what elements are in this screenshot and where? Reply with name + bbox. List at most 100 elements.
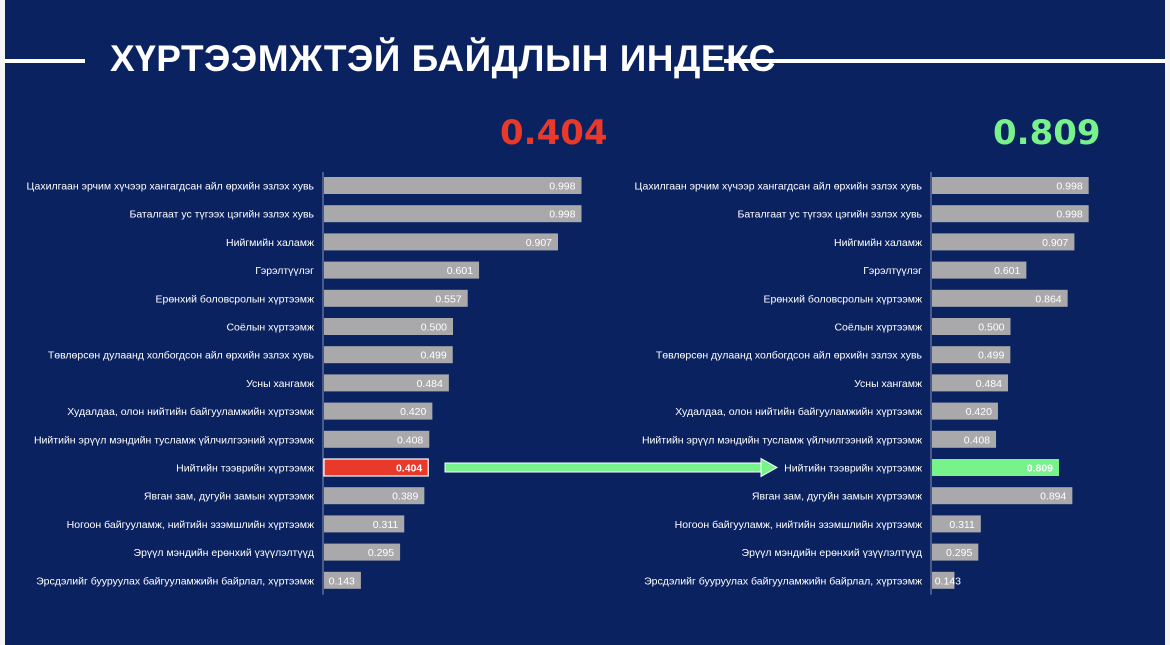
left-bar bbox=[324, 318, 453, 335]
slide: ХҮРТЭЭМЖТЭЙ БАЙДЛЫН ИНДЕКС 0.404 0.809 Ц… bbox=[5, 0, 1165, 645]
right-category-label: Гэрэлтүүлэг bbox=[863, 265, 922, 277]
right-category-label: Худалдаа, олон нийтийн байгууламжийн хүр… bbox=[675, 406, 922, 418]
right-category-label: Нийгмийн халамж bbox=[834, 237, 922, 249]
right-category-label: Эрүүл мэндийн ерөнхий үзүүлэлтүүд bbox=[742, 547, 922, 559]
right-bar bbox=[932, 487, 1073, 505]
title-rule-right bbox=[724, 59, 1165, 63]
left-value-label: 0.500 bbox=[421, 322, 447, 334]
right-value-label: 0.499 bbox=[978, 350, 1004, 362]
left-bar bbox=[324, 289, 468, 307]
left-value-label: 0.295 bbox=[368, 547, 394, 559]
left-bar bbox=[324, 205, 582, 223]
left-value-label: 0.601 bbox=[447, 265, 473, 277]
transition-arrow bbox=[444, 457, 779, 478]
left-bar bbox=[324, 515, 405, 533]
left-value-label: 0.420 bbox=[400, 406, 426, 418]
left-category-label: Нийгмийн халамж bbox=[226, 237, 314, 249]
right-bar bbox=[932, 402, 998, 420]
left-bar bbox=[324, 430, 430, 448]
right-category-label: Нийтийн эрүүл мэндийн тусламж үйлчилгээн… bbox=[642, 434, 922, 446]
left-category-label: Цахилгаан эрчим хүчээр хангагдсан айл өр… bbox=[27, 181, 315, 193]
right-index-value: 0.809 bbox=[993, 113, 1101, 153]
right-category-label: Нийтийн тээврийн хүртээмж bbox=[784, 463, 922, 475]
right-value-label: 0.484 bbox=[976, 378, 1002, 390]
right-bar bbox=[932, 571, 955, 589]
right-bar-chart: Цахилгаан эрчим хүчээр хангагдсан айл өр… bbox=[635, 172, 1089, 595]
right-value-label: 0.894 bbox=[1040, 491, 1066, 503]
right-value-label: 0.907 bbox=[1042, 237, 1068, 249]
right-category-label: Ерөнхий боловсролын хүртээмж bbox=[763, 293, 922, 305]
right-bar bbox=[932, 289, 1068, 307]
arrow-head bbox=[760, 457, 779, 478]
left-category-label: Соёлын хүртээмж bbox=[226, 322, 314, 334]
left-bar bbox=[324, 346, 453, 364]
left-category-label: Баталгаат ус түгээх цэгийн эзлэх хувь bbox=[129, 209, 314, 221]
left-bar bbox=[323, 458, 429, 477]
left-category-label: Нийтийн тээврийн хүртээмж bbox=[176, 463, 314, 475]
left-index-value: 0.404 bbox=[500, 113, 608, 153]
left-value-label: 0.998 bbox=[549, 181, 575, 193]
right-value-label: 0.143 bbox=[935, 575, 961, 587]
left-category-label: Усны хангамж bbox=[246, 378, 314, 390]
right-category-label: Усны хангамж bbox=[854, 378, 922, 390]
left-value-label: 0.998 bbox=[549, 209, 575, 221]
right-value-label: 0.500 bbox=[978, 322, 1004, 334]
right-value-label: 0.998 bbox=[1056, 181, 1082, 193]
left-value-label: 0.143 bbox=[329, 575, 355, 587]
right-value-label: 0.864 bbox=[1035, 293, 1061, 305]
right-category-label: Цахилгаан эрчим хүчээр хангагдсан айл өр… bbox=[635, 181, 923, 193]
right-bar bbox=[932, 515, 981, 533]
left-category-label: Эрүүл мэндийн ерөнхий үзүүлэлтүүд bbox=[134, 547, 314, 559]
page-title: ХҮРТЭЭМЖТЭЙ БАЙДЛЫН ИНДЕКС bbox=[110, 38, 776, 79]
title-rule-left bbox=[5, 59, 85, 63]
right-category-label: Баталгаат ус түгээх цэгийн эзлэх хувь bbox=[737, 209, 922, 221]
right-value-label: 0.311 bbox=[949, 519, 975, 531]
right-bar bbox=[932, 261, 1027, 279]
left-category-label: Төвлөрсөн дулаанд холбогдсон айл өрхийн … bbox=[48, 350, 315, 362]
right-bar bbox=[932, 459, 1060, 476]
right-value-label: 0.408 bbox=[964, 434, 990, 446]
right-category-label: Эрсдэлийг бууруулах байгууламжийн байрла… bbox=[644, 575, 922, 587]
left-category-label: Эрсдэлийг бууруулах байгууламжийн байрла… bbox=[36, 575, 314, 587]
left-category-label: Явган зам, дугуйн замын хүртээмж bbox=[144, 491, 314, 503]
left-value-label: 0.389 bbox=[392, 491, 418, 503]
left-value-label: 0.499 bbox=[420, 350, 446, 362]
right-bar bbox=[932, 543, 979, 561]
left-bar bbox=[324, 374, 449, 392]
right-value-label: 0.420 bbox=[966, 406, 992, 418]
left-value-label: 0.484 bbox=[417, 378, 443, 390]
left-value-label: 0.557 bbox=[435, 293, 461, 305]
right-category-label: Ногоон байгууламж, нийтийн эзэмшлийн хүр… bbox=[675, 519, 922, 531]
charts-canvas: Цахилгаан эрчим хүчээр хангагдсан айл өр… bbox=[27, 172, 1089, 595]
arrow-shaft bbox=[444, 462, 764, 473]
left-bar bbox=[324, 487, 425, 505]
left-value-label: 0.907 bbox=[526, 237, 552, 249]
left-bar bbox=[324, 261, 480, 279]
right-value-label: 0.601 bbox=[994, 265, 1020, 277]
right-value-label: 0.809 bbox=[1027, 463, 1053, 475]
left-bar bbox=[324, 177, 582, 194]
left-bar bbox=[324, 233, 559, 251]
left-category-label: Гэрэлтүүлэг bbox=[255, 265, 314, 277]
left-value-label: 0.311 bbox=[373, 519, 399, 531]
right-value-label: 0.295 bbox=[946, 547, 972, 559]
left-category-label: Ерөнхий боловсролын хүртээмж bbox=[155, 293, 314, 305]
right-bar bbox=[932, 205, 1089, 223]
right-category-label: Соёлын хүртээмж bbox=[834, 322, 922, 334]
right-bar bbox=[932, 318, 1011, 335]
right-bar bbox=[932, 430, 997, 448]
right-bar bbox=[932, 346, 1011, 364]
left-category-label: Ногоон байгууламж, нийтийн эзэмшлийн хүр… bbox=[67, 519, 314, 531]
right-category-label: Төвлөрсөн дулаанд холбогдсон айл өрхийн … bbox=[656, 350, 923, 362]
left-category-label: Нийтийн эрүүл мэндийн тусламж үйлчилгээн… bbox=[34, 434, 314, 446]
right-bar bbox=[932, 177, 1089, 194]
left-value-label: 0.404 bbox=[396, 463, 422, 475]
right-value-label: 0.998 bbox=[1056, 209, 1082, 221]
left-value-label: 0.408 bbox=[397, 434, 423, 446]
left-bar bbox=[324, 543, 401, 561]
left-bar bbox=[324, 571, 361, 589]
right-bar bbox=[932, 233, 1075, 251]
left-category-label: Худалдаа, олон нийтийн байгууламжийн хүр… bbox=[67, 406, 314, 418]
right-category-label: Явган зам, дугуйн замын хүртээмж bbox=[752, 491, 922, 503]
left-bar bbox=[324, 402, 433, 420]
